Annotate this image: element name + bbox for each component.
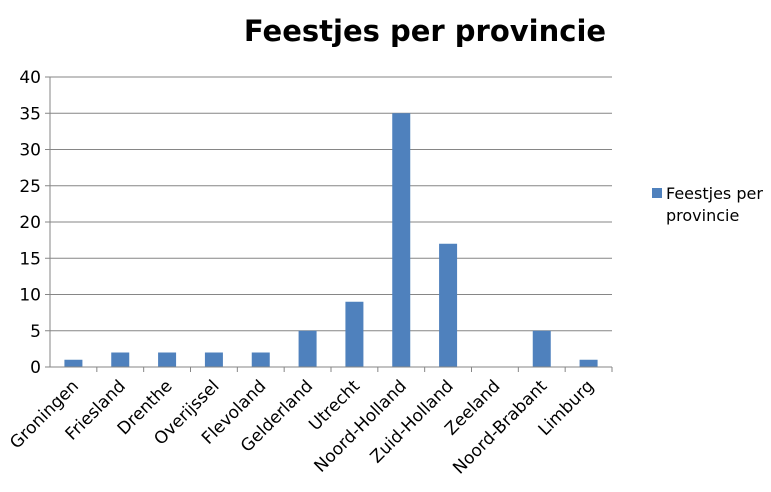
legend-label: Feestjes per provincie [666, 184, 763, 225]
bar [345, 301, 364, 367]
y-tick-labels: 0 5 10 15 20 25 30 35 40 [19, 68, 41, 378]
x-tick-label: Groningen [6, 376, 83, 453]
bar [158, 352, 177, 367]
bar [579, 359, 598, 367]
bar [298, 330, 317, 367]
bar [111, 352, 130, 367]
y-tick-label: 5 [30, 322, 41, 342]
y-tick-label: 30 [19, 141, 41, 161]
y-tick-label: 35 [19, 104, 41, 124]
gridlines [45, 76, 613, 372]
bar [204, 352, 223, 367]
bar [251, 352, 270, 367]
legend-swatch [652, 188, 662, 198]
y-tick-label: 25 [19, 177, 41, 197]
y-tick-label: 0 [30, 358, 41, 378]
x-tick-labels: GroningenFrieslandDrentheOverijsselFlevo… [6, 376, 598, 478]
chart-title: Feestjes per provincie [243, 14, 607, 48]
axes [49, 77, 612, 368]
y-tick-label: 20 [19, 213, 41, 233]
y-tick-label: 10 [19, 286, 41, 306]
bars [64, 113, 598, 367]
bar [392, 113, 411, 367]
bar [439, 243, 458, 367]
y-tick-label: 15 [19, 249, 41, 269]
bar [64, 359, 83, 367]
bar [532, 330, 551, 367]
y-tick-label: 40 [19, 68, 41, 88]
